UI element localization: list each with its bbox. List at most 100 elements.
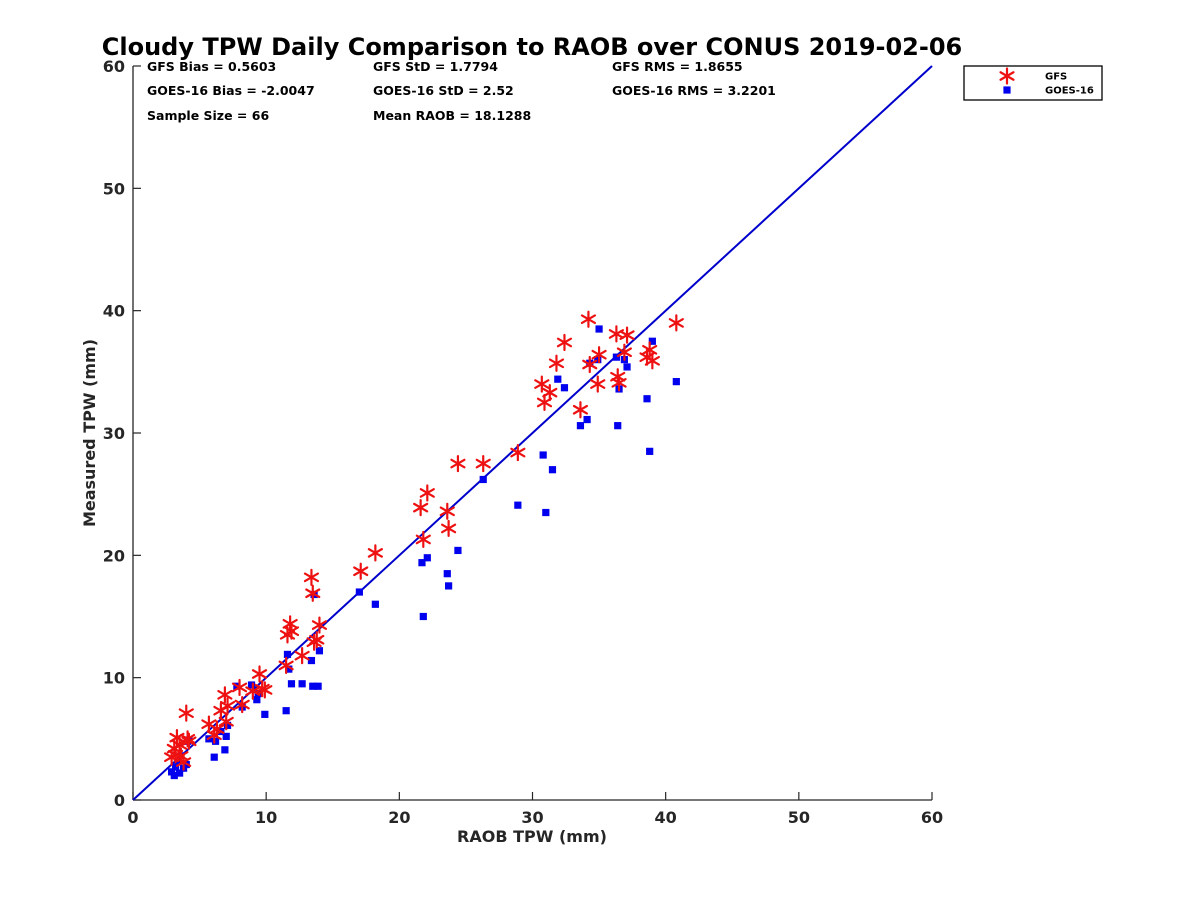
asterisk-stroke	[591, 349, 607, 360]
asterisk-stroke	[608, 329, 624, 339]
goes16-point	[595, 325, 603, 333]
goes16-point	[445, 582, 453, 590]
gfs-point	[294, 647, 310, 665]
gfs-point	[542, 384, 558, 402]
goes16-point	[514, 501, 522, 509]
gfs-point	[309, 631, 325, 649]
gfs-point	[278, 656, 294, 675]
goes16-point	[314, 682, 322, 690]
goes16-point	[479, 475, 487, 484]
gfs-point	[644, 352, 660, 370]
gfs-point	[619, 326, 635, 344]
asterisk-stroke	[245, 686, 261, 696]
asterisk-stroke	[534, 379, 550, 389]
goes16-point	[283, 650, 292, 659]
gfs-point	[257, 681, 273, 699]
asterisk-stroke	[415, 534, 431, 545]
asterisk-stroke	[172, 740, 188, 750]
goes16-point	[298, 680, 306, 688]
y-tick-label: 30	[103, 424, 125, 443]
gfs-point	[176, 753, 192, 771]
gfs-point	[419, 484, 435, 502]
goes16-point	[371, 600, 379, 608]
gfs-point	[218, 713, 234, 731]
goes16-point	[454, 546, 462, 555]
asterisk-stroke	[611, 377, 627, 388]
asterisk-stroke	[616, 347, 632, 358]
legend-goes16-marker	[1003, 86, 1011, 94]
goes16-point	[418, 559, 426, 567]
asterisk-stroke	[439, 506, 455, 517]
asterisk-stroke	[419, 488, 435, 498]
goes16-point	[548, 466, 557, 474]
gfs-point	[209, 720, 225, 738]
asterisk-stroke	[510, 447, 526, 458]
asterisk-stroke	[178, 708, 194, 718]
goes16-point	[170, 771, 178, 780]
asterisk-stroke	[305, 588, 321, 599]
asterisk-stroke	[548, 358, 565, 369]
gfs-point	[181, 732, 197, 750]
asterisk-stroke	[219, 700, 236, 711]
x-tick-label: 50	[788, 808, 810, 827]
goes16-point	[594, 356, 602, 364]
gfs-point	[548, 354, 565, 372]
goes16-point	[612, 353, 620, 361]
goes16-point	[614, 422, 622, 430]
asterisk-stroke	[231, 682, 248, 693]
goes16-point	[261, 710, 269, 718]
y-tick-label: 10	[103, 669, 125, 688]
goes16-point	[253, 696, 261, 704]
x-tick-label: 20	[388, 808, 410, 827]
asterisk-stroke	[180, 733, 196, 744]
asterisk-stroke	[413, 502, 429, 513]
legend-label: GOES-16	[1045, 86, 1094, 97]
goes16-point	[172, 763, 180, 771]
legend: GFS GOES-16	[963, 65, 1103, 101]
gfs-point	[668, 314, 684, 332]
gfs-point	[245, 682, 261, 700]
gfs-point	[415, 530, 431, 549]
x-tick-label: 60	[921, 808, 943, 827]
gfs-point	[305, 584, 321, 602]
gfs-point	[611, 374, 627, 392]
goes16-point	[221, 746, 229, 754]
x-tick-label: 40	[655, 808, 677, 827]
gfs-point	[591, 346, 607, 364]
stat-text: GOES-16 StD = 2.52	[373, 83, 514, 98]
gfs-point	[303, 568, 320, 586]
gfs-point	[282, 615, 298, 633]
asterisk-stroke	[556, 337, 573, 348]
x-tick-label: 30	[521, 808, 543, 827]
asterisk-stroke	[542, 387, 558, 398]
goes16-point	[423, 554, 431, 562]
x-axis-label: RAOB TPW (mm)	[457, 827, 607, 846]
asterisk-stroke	[209, 724, 225, 734]
gfs-point	[642, 341, 658, 359]
y-tick-label: 40	[103, 302, 125, 321]
goes16-point	[287, 680, 296, 688]
asterisk-stroke	[441, 523, 457, 534]
goes16-point	[307, 656, 316, 665]
goes16-point	[623, 363, 631, 371]
chart-title: Cloudy TPW Daily Comparison to RAOB over…	[102, 33, 962, 61]
goes16-point	[554, 375, 562, 383]
stat-text: GOES-16 Bias = -2.0047	[147, 83, 315, 98]
goes16-point	[309, 682, 317, 690]
y-tick-label: 60	[103, 57, 125, 76]
gfs-point	[234, 695, 250, 714]
goes16-point	[223, 721, 232, 729]
goes16-point	[176, 769, 184, 777]
series-gfs	[164, 310, 684, 771]
goes16-point	[583, 415, 591, 424]
asterisk-stroke	[234, 699, 250, 710]
gfs-point	[283, 622, 300, 640]
gfs-point	[217, 686, 233, 704]
goes16-point	[168, 768, 176, 776]
gfs-point	[572, 401, 589, 419]
asterisk-stroke	[217, 689, 233, 700]
gfs-point	[251, 665, 268, 683]
y-tick-label: 20	[103, 546, 125, 565]
gfs-point	[180, 730, 196, 748]
